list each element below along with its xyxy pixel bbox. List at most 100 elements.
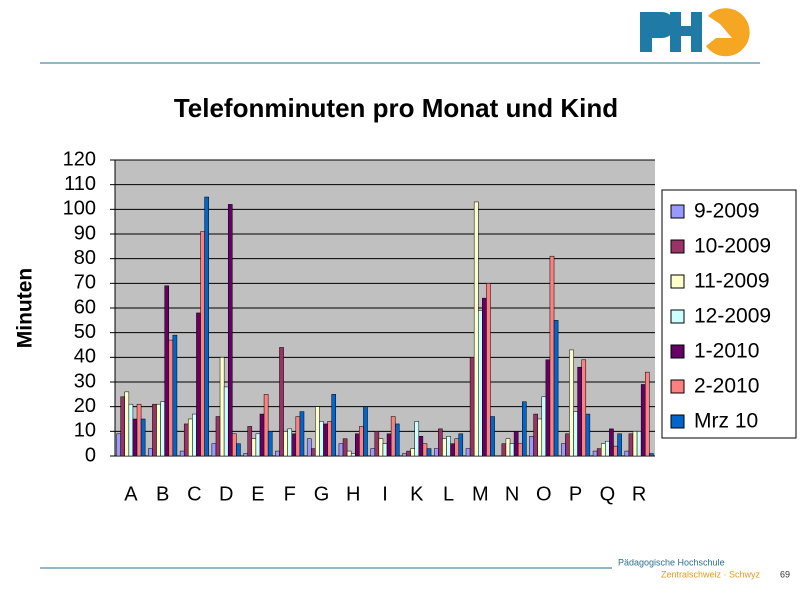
bar xyxy=(168,339,174,457)
bar xyxy=(522,401,527,457)
bar xyxy=(227,204,233,457)
bar xyxy=(565,433,570,457)
bar xyxy=(382,443,388,457)
bar xyxy=(600,443,606,457)
bar xyxy=(236,443,241,457)
bar xyxy=(482,297,487,457)
bar xyxy=(501,443,507,457)
bar xyxy=(505,438,511,457)
x-tick-label: K xyxy=(410,483,424,505)
bar xyxy=(649,453,654,457)
bar xyxy=(609,428,614,457)
bar xyxy=(232,433,237,457)
page-number: 69 xyxy=(780,569,790,579)
legend-swatch xyxy=(670,274,685,289)
y-tick-label: 50 xyxy=(74,321,96,343)
bar xyxy=(211,443,217,457)
bar xyxy=(394,423,400,457)
bar xyxy=(306,438,312,457)
bar xyxy=(433,448,439,457)
x-tick-label: I xyxy=(382,483,388,505)
y-tick-label: 30 xyxy=(74,370,96,392)
bar xyxy=(478,310,483,457)
x-tick-label: P xyxy=(569,483,582,505)
bar xyxy=(450,443,455,457)
bar xyxy=(438,428,443,457)
bar xyxy=(513,431,519,457)
bar xyxy=(613,445,618,457)
bar xyxy=(327,421,332,457)
bar xyxy=(636,431,642,457)
bar xyxy=(577,366,582,457)
bar xyxy=(263,394,269,457)
bar xyxy=(517,443,523,457)
bar xyxy=(346,450,352,457)
bar xyxy=(311,448,316,457)
bar xyxy=(426,448,432,457)
legend-label: 11-2009 xyxy=(694,270,770,293)
x-tick-label: C xyxy=(187,483,201,505)
bar xyxy=(319,421,324,457)
bar xyxy=(581,359,587,457)
bar xyxy=(473,201,479,457)
bar xyxy=(533,413,538,457)
x-tick-label: L xyxy=(443,483,454,505)
legend-swatch xyxy=(670,344,685,359)
bar xyxy=(128,403,134,457)
bar xyxy=(596,448,602,457)
bar xyxy=(541,396,547,457)
bar xyxy=(465,448,471,457)
bar xyxy=(628,433,634,457)
bar xyxy=(219,357,225,457)
bar xyxy=(247,426,253,457)
bar xyxy=(414,421,420,457)
y-axis-label: Minuten xyxy=(14,268,37,348)
x-tick-label: O xyxy=(536,483,552,505)
bar xyxy=(291,433,297,457)
logo-p xyxy=(640,12,675,52)
bar xyxy=(537,418,543,457)
y-tick-label: 110 xyxy=(64,173,96,195)
bar xyxy=(422,443,428,457)
bar xyxy=(299,411,305,457)
bar xyxy=(148,448,153,457)
bar xyxy=(338,443,344,457)
bar xyxy=(378,438,384,457)
legend-label: 10-2009 xyxy=(694,235,771,258)
bar xyxy=(569,349,574,457)
legend-swatch xyxy=(670,414,685,429)
bar xyxy=(287,428,292,457)
bar xyxy=(549,255,555,457)
footer-line2: Zentralschweiz · Schwyz xyxy=(661,569,761,579)
bar xyxy=(350,453,356,457)
legend-swatch xyxy=(670,309,685,324)
bar xyxy=(116,433,121,457)
legend-label: 9-2009 xyxy=(694,200,759,223)
legend-label: 12-2009 xyxy=(694,305,771,328)
bar xyxy=(140,418,146,457)
x-tick-label: Q xyxy=(600,483,616,505)
bar xyxy=(454,438,459,457)
bar xyxy=(160,401,165,457)
legend-label: Mrz 10 xyxy=(694,410,758,433)
bar xyxy=(573,411,578,457)
bar xyxy=(188,418,193,457)
bar xyxy=(363,406,368,457)
bar xyxy=(295,416,301,457)
bar xyxy=(152,403,157,457)
bar xyxy=(446,436,451,457)
bar xyxy=(359,426,364,457)
x-tick-label: G xyxy=(314,483,330,505)
bar xyxy=(124,391,130,457)
y-tick-label: 10 xyxy=(74,420,96,442)
bar xyxy=(283,431,288,457)
bar xyxy=(553,320,559,457)
bar xyxy=(402,453,407,457)
footer-line1: Pädagogische Hochschule xyxy=(618,557,725,567)
bar xyxy=(410,448,415,457)
logo-h xyxy=(670,12,702,52)
legend-label: 1-2010 xyxy=(694,340,759,363)
legend-label: 2-2010 xyxy=(694,375,759,398)
x-tick-label: M xyxy=(472,483,489,505)
legend-swatch xyxy=(670,239,685,254)
